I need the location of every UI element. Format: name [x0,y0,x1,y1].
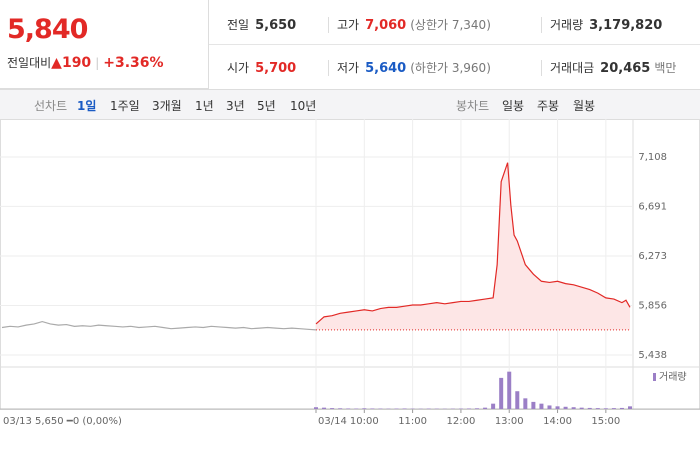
quote-box [0,0,209,89]
tab-label: 선차트 [34,99,68,113]
x-tick-label: 12:00 [447,416,476,427]
stat-extra: 백만 [654,61,677,75]
prev-day-label: 03/13 5,650 ━0 (0,00%) [3,416,122,427]
volume-bar [628,406,632,409]
volume-bar [483,407,488,409]
stat-label: 전일 [227,18,250,32]
volume-bar [619,407,624,409]
legend-label: 거래량 [659,371,687,383]
volume-bar [523,398,528,409]
change-label: 전일대비 [7,56,52,70]
tab[interactable]: 10년 [290,99,317,113]
stat-value: 3,179,820 [589,18,663,33]
volume-bar [563,406,568,409]
stat: 거래량 3,179,820 [550,16,662,33]
volume-bar [555,406,560,409]
volume-bar [611,408,616,409]
tab[interactable]: 일봉 [502,99,525,113]
stat-value: 5,700 [255,61,297,76]
volume-bar [587,407,592,409]
stat-label: 거래대금 [550,61,595,75]
y-tick-label: 5,438 [638,350,667,361]
tab[interactable]: 1일 [77,99,97,113]
volume-bar [466,408,471,409]
stat-value: 5,640 [365,61,407,76]
stat-extra: (하한가 3,960) [410,61,491,75]
y-tick-label: 5,856 [638,300,667,311]
tab-label: 봉차트 [456,99,490,113]
divider [541,60,542,76]
y-tick-label: 6,691 [638,201,667,212]
stat-value: 20,465 [600,61,651,76]
stat-label: 시가 [227,61,250,75]
divider [328,60,329,76]
change-rate: +3.36% [103,55,164,71]
volume-bar [507,371,512,409]
x-tick-label: 11:00 [398,416,427,427]
volume-bar [499,377,504,409]
volume-bar [346,408,351,409]
tab[interactable]: 월봉 [573,99,596,113]
change-arrow: ▲ [51,55,62,71]
volume-bar [531,401,536,409]
volume-bar [491,403,496,409]
stat: 시가 5,700 [227,59,296,76]
row-divider [209,44,700,45]
x-tick-label: 13:00 [495,416,524,427]
tab[interactable]: 5년 [257,99,276,113]
stat: 고가 7,060 (상한가 7,340) [337,16,491,33]
price-line [315,162,631,325]
stat-label: 거래량 [550,18,584,32]
volume-bar [603,408,608,409]
current-price: 5,840 [7,14,88,45]
y-tick-label: 6,273 [638,251,667,262]
x-tick-label: 10:00 [350,416,379,427]
volume-bar [515,391,520,409]
x-tick-label: 03/14 [318,416,347,427]
divider [541,17,542,33]
stat-extra: (상한가 7,340) [410,18,491,32]
stat: 거래대금 20,465 백만 [550,59,676,76]
volume-bar [402,408,407,409]
x-tick-label: 14:00 [543,416,572,427]
tab[interactable]: 3년 [226,99,245,113]
stat-label: 저가 [337,61,360,75]
stat: 전일 5,650 [227,16,296,33]
tab[interactable]: 3개월 [152,99,182,113]
volume-bar [539,403,544,409]
tab[interactable]: 1년 [195,99,214,113]
volume-bar [330,408,335,409]
price-change: 전일대비▲190 | +3.36% [7,55,164,71]
volume-bar [595,408,600,409]
stat-value: 7,060 [365,18,407,33]
price-line [1,320,317,331]
x-tick-label: 15:00 [591,416,620,427]
volume-bar [579,407,584,409]
volume-bar [370,408,375,409]
plot-frame [0,119,700,410]
volume-bar [547,405,552,409]
stat-value: 5,650 [255,18,297,33]
volume-bar [475,408,480,409]
legend-swatch [653,373,656,381]
tab-bar: 선차트 1일 1주일 3개월 1년 3년 5년 10년 봉차트 일봉 주봉 월봉 [0,89,700,120]
volume-bar [571,407,576,409]
volume-bar [338,408,343,409]
change-value: 190 [61,55,92,71]
chart: 7,108 6,691 6,273 5,856 5,438 03/14 10:00 11:00… [0,119,700,427]
area [316,162,630,330]
divider [328,17,329,33]
volume-bar [322,407,327,409]
tab[interactable]: 주봉 [537,99,560,113]
volume-bar [362,408,367,409]
volume-bar [314,407,318,409]
stat-label: 고가 [337,18,360,32]
tab[interactable]: 1주일 [110,99,140,113]
y-tick-label: 7,108 [638,152,667,163]
stat: 저가 5,640 (하한가 3,960) [337,59,491,76]
